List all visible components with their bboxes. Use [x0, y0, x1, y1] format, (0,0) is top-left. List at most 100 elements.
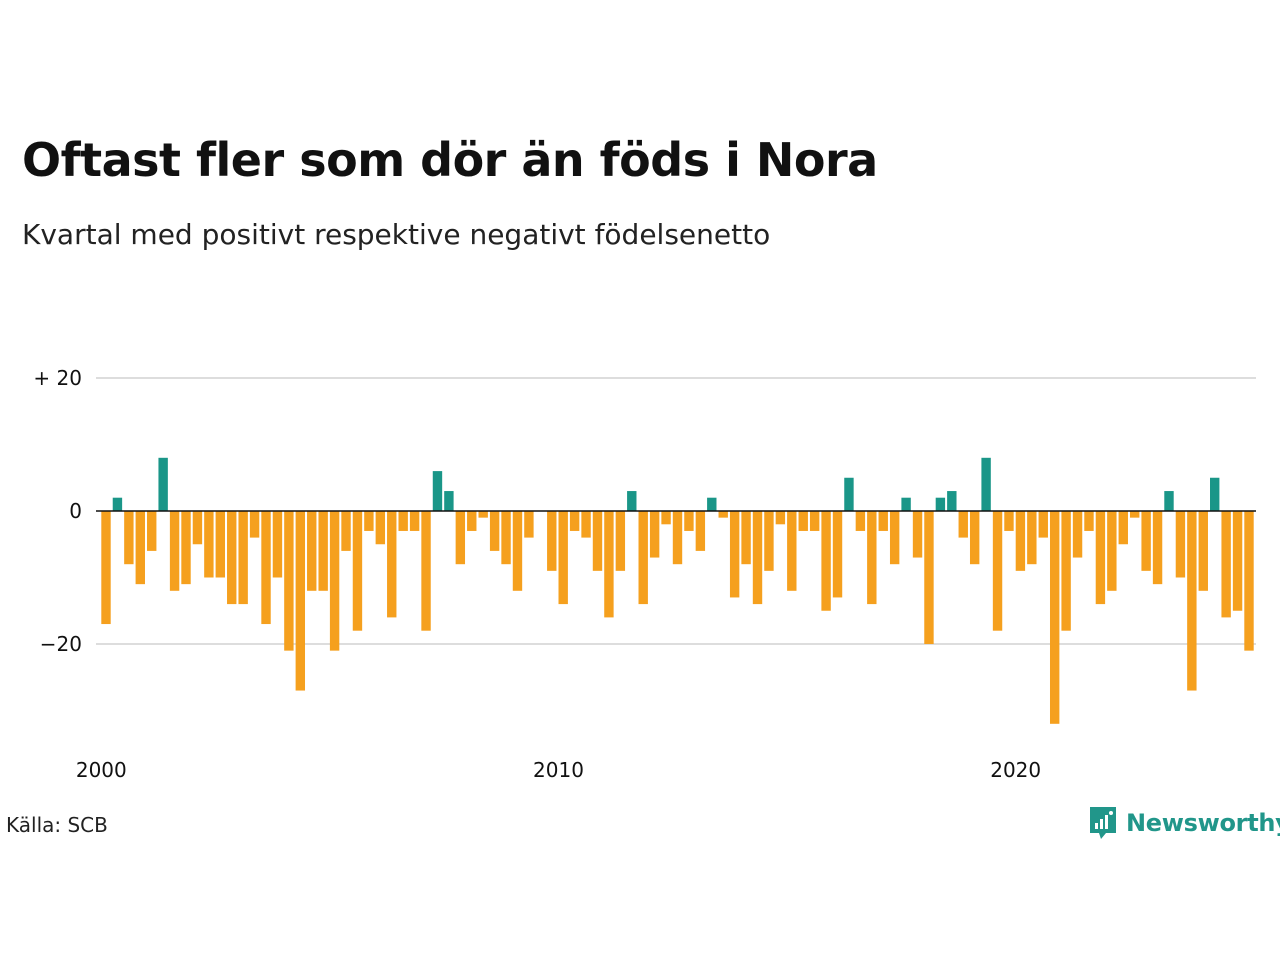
bar-negative [924, 511, 934, 644]
bar-negative [729, 511, 740, 598]
bars [101, 457, 1254, 724]
y-tick-label: + 20 [33, 366, 82, 390]
bar-negative [489, 511, 500, 551]
bar-negative [1038, 511, 1048, 538]
bar-negative [649, 511, 660, 558]
bar-negative [558, 511, 568, 605]
y-tick-label: −20 [40, 632, 82, 656]
bar-negative [547, 511, 557, 571]
bar-negative [1027, 511, 1037, 565]
bar-negative [352, 511, 363, 631]
bar-negative [695, 511, 706, 551]
bar-negative [1072, 511, 1083, 558]
bar-negative [272, 511, 283, 578]
bar-negative [124, 511, 134, 565]
bar-negative [261, 511, 271, 625]
bar-positive [947, 491, 957, 511]
bar-negative [867, 511, 877, 605]
bar-negative [832, 511, 843, 598]
bar-negative [169, 511, 180, 591]
bar-negative [227, 511, 237, 605]
bar-negative [684, 511, 694, 531]
bar-negative [329, 511, 340, 651]
bar-negative [467, 511, 477, 531]
bar-negative [1175, 511, 1186, 578]
bar-negative [192, 511, 203, 545]
bar-negative [478, 511, 488, 518]
bar-positive [1164, 491, 1174, 511]
bar-negative [1221, 511, 1231, 618]
bar-negative [181, 511, 191, 585]
bar-negative [101, 511, 111, 625]
bar-negative [752, 511, 763, 605]
chart-title: Oftast fler som dör än föds i Nora [22, 133, 878, 187]
bar-negative [741, 511, 751, 565]
chart-subtitle: Kvartal med positivt respektive negativt… [22, 218, 771, 251]
bar-negative [1130, 511, 1140, 518]
bar-negative [215, 511, 225, 578]
bar-negative [249, 511, 260, 538]
bar-positive [935, 497, 946, 511]
bar-positive [627, 491, 637, 511]
bar-negative [615, 511, 626, 571]
bar-negative [524, 511, 534, 538]
bar-negative [992, 511, 1003, 631]
bar-negative [775, 511, 786, 525]
newsworthy-logo[interactable]: Newsworthy [1088, 804, 1280, 842]
x-axis-ticks: 2000 2010 2020 [76, 758, 1041, 782]
bar-negative [889, 511, 900, 565]
bar-negative [238, 511, 248, 605]
bar-negative [409, 511, 420, 531]
bar-negative [855, 511, 866, 531]
bar-negative [1049, 511, 1060, 724]
bar-negative [581, 511, 591, 538]
bar-negative [958, 511, 968, 538]
bar-positive [981, 457, 991, 511]
bar-positive [158, 457, 168, 511]
x-tick-label: 2000 [76, 758, 127, 782]
bar-negative [318, 511, 328, 591]
bar-negative [1095, 511, 1106, 605]
bar-negative [661, 511, 671, 525]
bar-negative [798, 511, 808, 531]
bar-negative [718, 511, 728, 518]
bar-negative [364, 511, 374, 531]
bar-negative [1107, 511, 1117, 591]
bar-negative [1141, 511, 1151, 571]
bar-negative [604, 511, 614, 618]
bar-positive [432, 471, 443, 511]
x-tick-label: 2020 [990, 758, 1041, 782]
bar-positive [112, 497, 123, 511]
bar-negative [1004, 511, 1014, 531]
x-tick-label: 2010 [533, 758, 584, 782]
bar-positive [1210, 477, 1220, 511]
newsworthy-logo-icon [1090, 807, 1116, 839]
bar-negative [512, 511, 523, 591]
bar-negative [307, 511, 317, 591]
bar-negative [284, 511, 294, 651]
bar-negative [135, 511, 145, 585]
bar-negative [204, 511, 214, 578]
bar-negative [387, 511, 397, 618]
source-note: Källa: SCB [6, 813, 108, 837]
bar-negative [147, 511, 157, 551]
bar-negative [341, 511, 351, 551]
bar-negative [1015, 511, 1026, 571]
bar-negative [764, 511, 774, 571]
bar-negative [455, 511, 466, 565]
bar-negative [592, 511, 603, 571]
bar-negative [672, 511, 683, 565]
bar-negative [969, 511, 980, 565]
bar-negative [878, 511, 888, 531]
bar-negative [638, 511, 648, 605]
bar-negative [821, 511, 831, 611]
bar-negative [1152, 511, 1163, 585]
bar-positive [844, 477, 854, 511]
bar-negative [809, 511, 820, 531]
bar-positive [444, 491, 454, 511]
bar-negative [375, 511, 386, 545]
y-tick-label: 0 [69, 499, 82, 523]
bar-negative [912, 511, 923, 558]
bar-negative [1187, 511, 1197, 691]
bar-negative [787, 511, 797, 591]
